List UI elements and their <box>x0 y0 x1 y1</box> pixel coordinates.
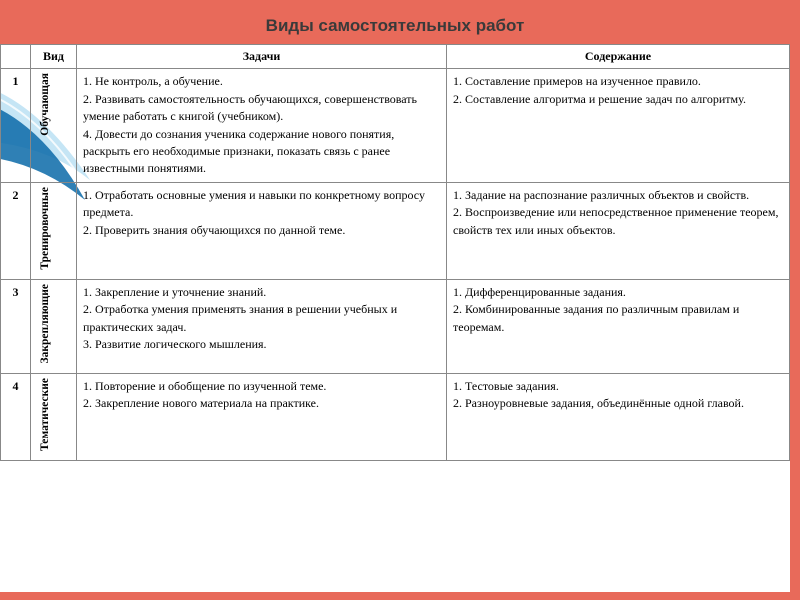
kind-label: Тематические <box>37 378 54 451</box>
cell-num: 3 <box>1 279 31 373</box>
col-header-kind: Вид <box>31 45 77 69</box>
work-types-table: Вид Задачи Содержание 1 Обучающая 1. Не ко… <box>0 44 790 461</box>
kind-label: Закрепляющие <box>37 284 54 363</box>
cell-tasks: 1. Не контроль, а обучение.2. Развивать … <box>77 69 447 182</box>
cell-kind: Тренировочные <box>31 182 77 279</box>
table-container: Вид Задачи Содержание 1 Обучающая 1. Не ко… <box>0 44 790 461</box>
kind-label: Тренировочные <box>37 187 54 270</box>
table-row: 1 Обучающая 1. Не контроль, а обучение.2. … <box>1 69 790 182</box>
cell-num: 4 <box>1 373 31 460</box>
table-row: 4 Тематические 1. Повторение и обобщение п… <box>1 373 790 460</box>
cell-content: 1. Задание на распознание различных объе… <box>447 182 790 279</box>
table-body: 1 Обучающая 1. Не контроль, а обучение.2. … <box>1 69 790 461</box>
table-row: 2 Тренировочные 1. Отработать основные уме… <box>1 182 790 279</box>
cell-num: 2 <box>1 182 31 279</box>
cell-kind: Тематические <box>31 373 77 460</box>
table-row: 3 Закрепляющие 1. Закрепление и уточнение … <box>1 279 790 373</box>
col-header-content: Содержание <box>447 45 790 69</box>
cell-tasks: 1. Повторение и обобщение по изученной т… <box>77 373 447 460</box>
kind-label: Обучающая <box>37 73 54 136</box>
cell-kind: Обучающая <box>31 69 77 182</box>
cell-num: 1 <box>1 69 31 182</box>
col-header-num <box>1 45 31 69</box>
cell-tasks: 1. Закрепление и уточнение знаний.2. Отр… <box>77 279 447 373</box>
table-header-row: Вид Задачи Содержание <box>1 45 790 69</box>
col-header-tasks: Задачи <box>77 45 447 69</box>
cell-kind: Закрепляющие <box>31 279 77 373</box>
cell-content: 1. Составление примеров на изученное пра… <box>447 69 790 182</box>
cell-tasks: 1. Отработать основные умения и навыки п… <box>77 182 447 279</box>
cell-content: 1. Дифференцированные задания.2. Комбини… <box>447 279 790 373</box>
slide-frame: Виды самостоятельных работ Вид Задачи Со… <box>0 0 800 600</box>
cell-content: 1. Тестовые задания.2. Разноуровневые за… <box>447 373 790 460</box>
slide-title: Виды самостоятельных работ <box>0 10 790 44</box>
